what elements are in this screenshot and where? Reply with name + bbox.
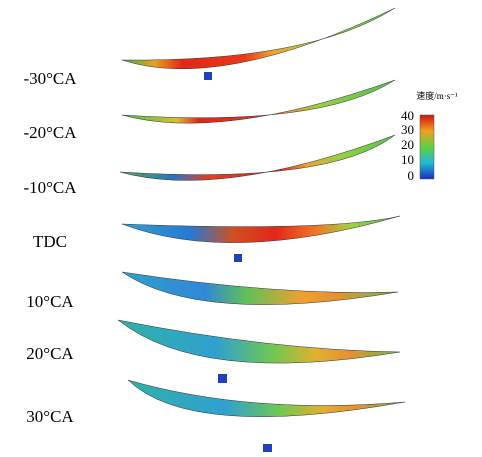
colorbar-title: 速度/m·s⁻¹ — [416, 90, 458, 101]
panel-label: 20°CA — [26, 344, 74, 363]
colorbar: 速度/m·s⁻¹ 40 30 20 10 0 — [401, 90, 458, 183]
colorbar-scale — [420, 115, 434, 179]
colorbar-tick: 20 — [401, 137, 414, 152]
flow-field — [120, 135, 395, 180]
valve — [204, 72, 212, 80]
valve — [234, 254, 242, 262]
colorbar-tick: 30 — [401, 122, 414, 137]
panel-label: -30°CA — [23, 69, 77, 88]
flow-field — [122, 216, 400, 243]
colorbar-tick: 10 — [401, 152, 414, 167]
colorbar-tick: 40 — [401, 108, 414, 123]
flow-field — [118, 320, 400, 363]
flow-field — [122, 80, 395, 123]
valve — [218, 374, 227, 383]
panel-label: 10°CA — [26, 292, 74, 311]
colorbar-tick: 0 — [408, 168, 415, 183]
valve — [263, 444, 272, 452]
panel-labels: -30°CA -20°CA -10°CA TDC 10°CA 20°CA 30°… — [23, 69, 77, 426]
page: {"panels": [{"label": "-30°CA"}, {"label… — [0, 0, 482, 457]
panel-label: 30°CA — [26, 407, 74, 426]
flow-field — [122, 272, 398, 305]
panel-label: -20°CA — [23, 123, 77, 142]
panel-label: TDC — [33, 232, 67, 251]
flow-fields — [118, 8, 405, 452]
panel-label: -10°CA — [23, 178, 77, 197]
flow-field — [122, 8, 395, 69]
flow-field — [128, 380, 405, 417]
figure: -30°CA -20°CA -10°CA TDC 10°CA 20°CA 30°… — [0, 0, 482, 457]
